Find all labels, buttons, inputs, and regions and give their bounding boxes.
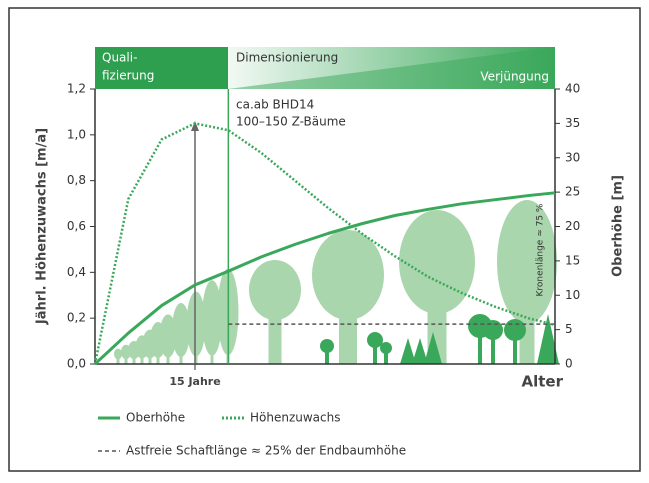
tree-trunk	[491, 330, 495, 364]
y-tick-label: 1,0	[67, 127, 86, 141]
tree-trunk	[132, 354, 136, 364]
tree-trunk	[339, 275, 357, 364]
phase1-box	[95, 47, 228, 89]
phase2-label: Dimensionierung	[236, 51, 338, 65]
y-axis-title: Jährl. Höhenzuwachs [m/a]	[35, 128, 50, 325]
phase3-wedge	[228, 47, 555, 89]
phase3-label: Verjüngung	[480, 70, 549, 84]
x-annotation: 15 Jahre	[169, 375, 220, 388]
y2-tick-label: 30	[565, 150, 580, 164]
small-tree	[400, 338, 416, 364]
tree-trunk	[148, 348, 152, 364]
tree	[202, 280, 222, 356]
y-tick-label: 0,8	[67, 173, 86, 187]
legend-label: Oberhöhe	[126, 411, 185, 425]
tree-trunk	[140, 351, 144, 364]
tree-trunk	[194, 328, 198, 364]
y-tick-label: 0,2	[67, 311, 86, 325]
tree-trunk	[478, 326, 482, 364]
legend-label: Höhenzuwachs	[250, 411, 341, 425]
annotation: 100–150 Z-Bäume	[236, 115, 346, 129]
y-tick-label: 1,2	[67, 82, 86, 96]
tree-trunk	[325, 346, 329, 364]
phase1-label: Quali-	[102, 51, 137, 65]
tree-trunk	[210, 322, 214, 364]
tree-trunk	[124, 356, 128, 364]
y2-tick-label: 0	[565, 357, 573, 371]
tree-trunk	[519, 262, 535, 364]
tree-trunk	[373, 340, 377, 364]
x-axis-title: Alter	[522, 373, 564, 391]
y-tick-label: 0,0	[67, 357, 86, 371]
y2-tick-label: 25	[565, 185, 580, 199]
arrow-head	[191, 121, 199, 131]
tree	[186, 291, 206, 357]
tree-trunk	[513, 330, 517, 364]
annotation: ca.ab BHD14	[236, 98, 314, 112]
y2-axis-title: Oberhöhe [m]	[611, 175, 626, 277]
tree	[172, 303, 190, 357]
tree-trunk	[116, 358, 120, 364]
y2-tick-label: 35	[565, 116, 580, 130]
trees	[114, 200, 559, 364]
y2-tick-label: 20	[565, 219, 580, 233]
small-tree	[537, 314, 559, 364]
tree-trunk	[268, 290, 282, 364]
tree-trunk	[179, 334, 183, 364]
tree-trunk	[166, 340, 170, 364]
y2-tick-label: 10	[565, 288, 580, 302]
small-tree	[412, 338, 428, 364]
legend-label: Astfreie Schaftlänge ≈ 25% der Endbaumhö…	[126, 444, 406, 458]
y-tick-label: 0,4	[67, 265, 86, 279]
tree-trunk	[156, 344, 160, 364]
y2-tick-label: 5	[565, 322, 573, 336]
line-series	[93, 122, 556, 365]
tree	[114, 348, 122, 360]
tree-trunk	[384, 348, 388, 364]
y2-tick-label: 15	[565, 253, 580, 267]
small-tree	[424, 332, 442, 364]
phase1-label: fizierung	[102, 69, 154, 83]
frame	[8, 7, 641, 472]
y2-tick-label: 40	[565, 82, 580, 96]
line-series	[93, 191, 556, 366]
y-tick-label: 0,6	[67, 219, 86, 233]
annotation: Kronenlänge ≈ 75 %	[536, 203, 546, 296]
